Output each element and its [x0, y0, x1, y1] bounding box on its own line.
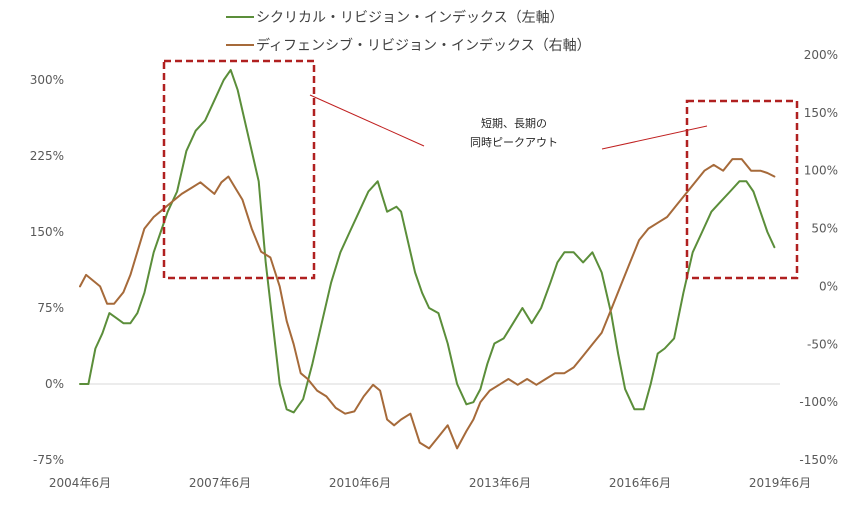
right-tick-label: -100%	[799, 395, 838, 409]
left-tick-label: 225%	[30, 149, 64, 163]
x-tick-label: 2013年6月	[469, 476, 531, 490]
highlight-box-2007-peak	[162, 59, 316, 280]
left-tick-label: 0%	[45, 377, 64, 391]
series-layer	[79, 68, 776, 450]
annotation-line-1: 短期、長期の	[481, 116, 547, 130]
right-tick-label: 200%	[804, 48, 838, 62]
x-tick-label: 2019年6月	[749, 476, 811, 490]
annotation-line-2: 同時ピークアウト	[470, 136, 558, 149]
right-tick-label: 50%	[811, 222, 838, 236]
legend-label-cyclical: シクリカル・リビジョン・インデックス（左軸）	[256, 9, 564, 26]
x-tick-label: 2004年6月	[49, 476, 111, 490]
right-tick-label: 100%	[804, 164, 838, 178]
annotation-pointer-left	[309, 94, 425, 147]
series-line-cyclical	[79, 68, 776, 414]
x-axis-ticks: 2004年6月 2007年6月 2010年6月 2013年6月 2016年6月 2019年…	[49, 476, 811, 490]
right-tick-label: -50%	[807, 337, 838, 351]
x-tick-label: 2010年6月	[329, 476, 391, 490]
legend: シクリカル・リビジョン・インデックス（左軸） ディフェンシブ・リビジョン・インデ…	[226, 9, 591, 54]
left-tick-label: -75%	[33, 453, 64, 467]
right-tick-label: 150%	[804, 106, 838, 120]
right-tick-label: 0%	[819, 279, 838, 293]
x-tick-label: 2016年6月	[609, 476, 671, 490]
right-tick-label: -150%	[799, 453, 838, 467]
right-axis-ticks: -150% -100% -50% 0% 50% 100% 150% 200%	[799, 48, 838, 467]
x-tick-label: 2007年6月	[189, 476, 251, 490]
annotation-pointer-right	[601, 125, 708, 150]
left-tick-label: 300%	[30, 73, 64, 87]
highlight-box-2019-peak	[685, 99, 799, 280]
legend-label-defensive: ディフェンシブ・リビジョン・インデックス（右軸）	[256, 37, 591, 54]
left-tick-label: 75%	[37, 301, 64, 315]
series-line-defensive	[79, 158, 776, 450]
left-tick-label: 150%	[30, 225, 64, 239]
left-axis-ticks: -75% 0% 75% 150% 225% 300%	[30, 73, 64, 467]
